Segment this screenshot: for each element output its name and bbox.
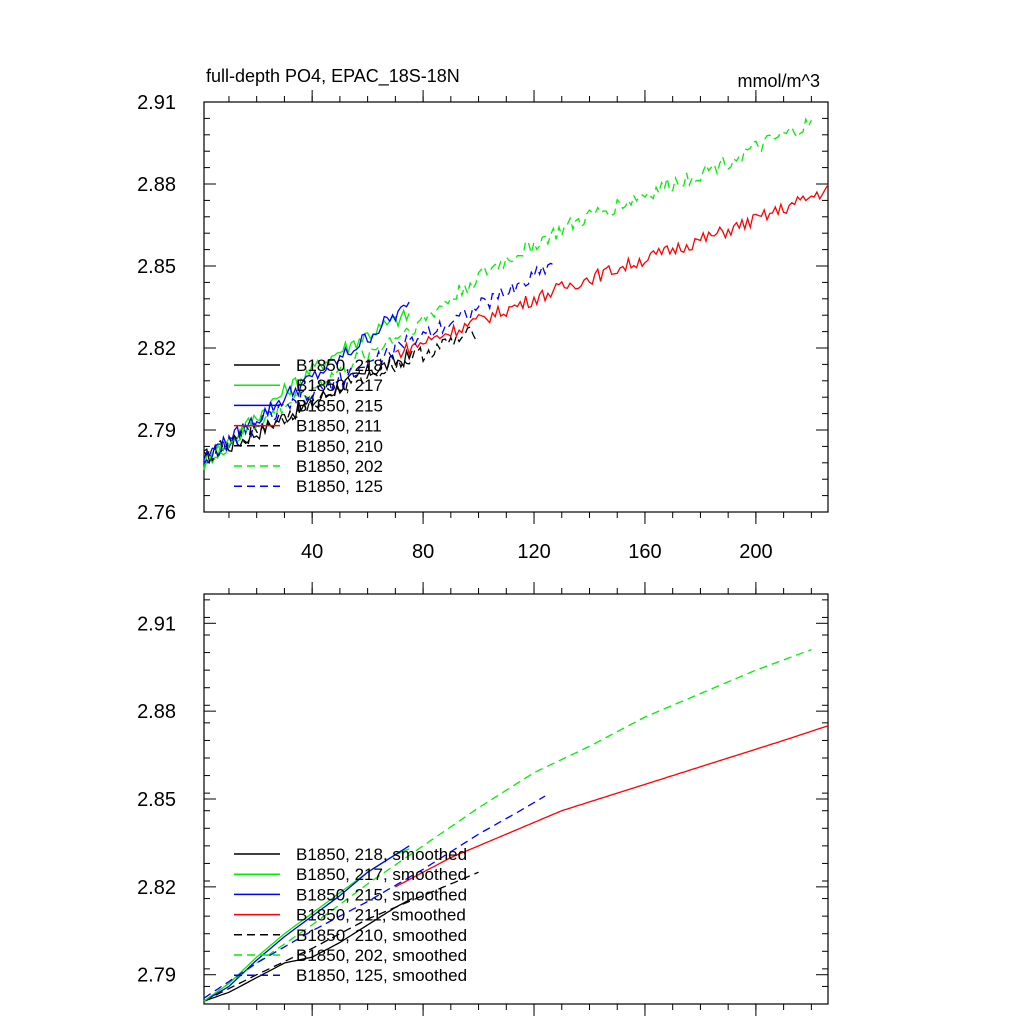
legend-label: B1850, 217, smoothed (296, 865, 467, 884)
x-tick-label: 40 (301, 541, 323, 563)
y-tick-label: 2.76 (137, 502, 176, 524)
series-line-5 (203, 871, 479, 1002)
series-line-4 (395, 184, 829, 360)
x-tick-label: 200 (739, 541, 772, 563)
legend-label: B1850, 210, smoothed (296, 926, 467, 945)
top-chart-title: full-depth PO4, EPAC_18S-18N (206, 66, 460, 87)
legend-label: B1850, 211 (296, 417, 382, 436)
series-line-6 (203, 648, 812, 1002)
y-tick-label: 2.91 (137, 92, 176, 114)
y-tick-label: 2.79 (137, 420, 176, 442)
legend-label: B1850, 202 (296, 457, 383, 476)
y-tick-label: 2.85 (137, 256, 176, 278)
legend-label: B1850, 218 (296, 356, 383, 375)
legend-label: B1850, 215, smoothed (296, 885, 467, 904)
legend-label: B1850, 125, smoothed (296, 966, 467, 985)
series-line-7 (203, 262, 554, 466)
legend-label: B1850, 217 (296, 376, 383, 395)
series-line-4 (395, 725, 829, 888)
y-tick-label: 2.82 (137, 338, 176, 360)
legend-label: B1850, 218, smoothed (296, 845, 467, 864)
y-tick-label: 2.79 (137, 965, 176, 987)
series-line-7 (203, 795, 546, 999)
bottom-panel: 2.79 2.82 2.85 2.88 2.91 B1850, 218, smoothe… (137, 582, 829, 1016)
bottom-ticks: 2.79 2.82 2.85 2.88 2.91 (137, 582, 828, 1016)
bottom-series (203, 648, 829, 1002)
top-plot-frame (203, 101, 829, 513)
x-tick-label: 120 (517, 541, 550, 563)
y-tick-label: 2.88 (137, 701, 176, 723)
top-units-label: mmol/m^3 (738, 71, 820, 91)
legend-label: B1850, 211, smoothed (296, 906, 466, 925)
legend-label: B1850, 215 (296, 396, 383, 415)
series-line-1 (203, 898, 413, 1002)
x-tick-label: 80 (412, 541, 434, 563)
series-line-5 (203, 326, 479, 462)
top-ticks: 2.76 2.79 2.82 2.85 2.88 2.91 40 80 120 160 200 (137, 90, 828, 563)
series-line-3 (203, 845, 410, 1002)
top-panel: full-depth PO4, EPAC_18S-18N mmol/m^3 2.… (137, 66, 829, 563)
y-tick-label: 2.82 (137, 877, 176, 899)
y-tick-label: 2.88 (137, 174, 176, 196)
x-tick-label: 160 (628, 541, 661, 563)
legend-label: B1850, 125 (296, 477, 383, 496)
legend-label: B1850, 210 (296, 437, 383, 456)
legend-label: B1850, 202, smoothed (296, 946, 467, 965)
series-line-3 (203, 301, 410, 460)
y-tick-label: 2.91 (137, 613, 176, 635)
y-tick-label: 2.85 (137, 789, 176, 811)
